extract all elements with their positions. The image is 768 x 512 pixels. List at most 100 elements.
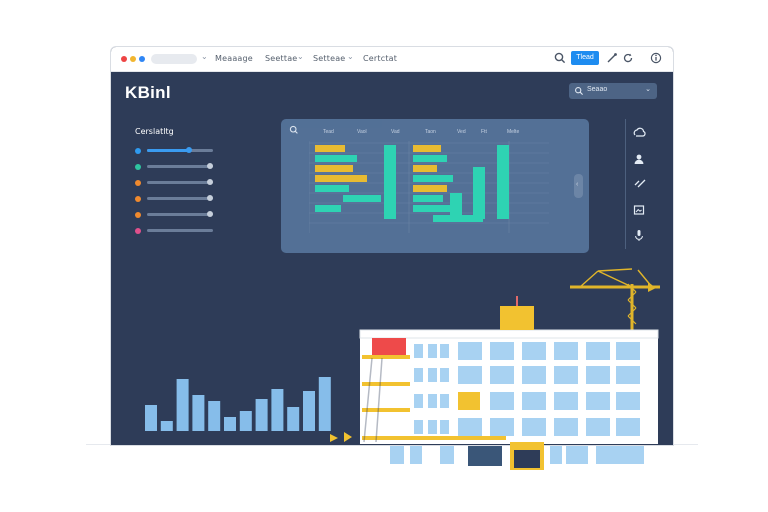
search-input[interactable]: Seaao ⌄ xyxy=(569,83,657,99)
window-pane xyxy=(440,344,449,358)
nav-link-4[interactable]: Certctat xyxy=(363,54,398,63)
nav-link-1[interactable]: Meaaage xyxy=(215,54,253,63)
task-bar[interactable] xyxy=(413,205,461,212)
right-tool-rail xyxy=(633,127,646,241)
pen-icon[interactable] xyxy=(605,51,619,65)
slider-knob[interactable] xyxy=(207,179,213,185)
window-pane xyxy=(554,366,578,384)
window-pane xyxy=(414,420,423,434)
window-pane xyxy=(490,418,514,436)
window-pane xyxy=(522,392,546,410)
browser-toolbar: ⌄ Meaaage Seettae ⌄ Setteae ⌄ Certctat T… xyxy=(111,47,673,72)
skyline-bars xyxy=(145,377,331,431)
window-pane xyxy=(554,392,578,410)
task-bar[interactable] xyxy=(315,145,345,152)
image-icon[interactable] xyxy=(633,205,645,215)
sidebar-item[interactable] xyxy=(135,211,215,219)
window-pane xyxy=(490,342,514,360)
link-icon[interactable] xyxy=(634,179,646,188)
chevron-down-icon[interactable]: ⌄ xyxy=(201,52,208,61)
column-bar[interactable] xyxy=(450,193,462,221)
app-title: KBinl xyxy=(125,83,171,102)
window-pane xyxy=(428,394,437,408)
task-bar[interactable] xyxy=(343,195,381,202)
window-pane xyxy=(440,420,449,434)
skyline-bar xyxy=(318,377,331,431)
slider-knob[interactable] xyxy=(207,195,213,201)
task-bar[interactable] xyxy=(413,195,443,202)
task-bar[interactable] xyxy=(315,175,367,182)
window-pane xyxy=(458,418,482,436)
task-bar[interactable] xyxy=(315,155,357,162)
minimize-window-dot[interactable] xyxy=(130,56,136,62)
column-bar[interactable] xyxy=(497,145,509,219)
office-building xyxy=(330,296,659,470)
slider-track[interactable] xyxy=(147,213,213,216)
column-header: Tead xyxy=(323,129,334,135)
sidebar-item[interactable] xyxy=(135,163,215,171)
slider-knob[interactable] xyxy=(186,147,192,153)
window-pane xyxy=(490,366,514,384)
column-header: Vaol xyxy=(357,129,367,135)
task-bar[interactable] xyxy=(413,175,453,182)
task-bar[interactable] xyxy=(413,155,447,162)
task-bar[interactable] xyxy=(315,205,341,212)
skyline-bar xyxy=(255,399,268,431)
slider-knob[interactable] xyxy=(207,211,213,217)
task-bar[interactable] xyxy=(413,185,447,192)
sidebar-item[interactable] xyxy=(135,195,215,203)
status-dot xyxy=(135,148,141,154)
status-dot xyxy=(135,164,141,170)
window-pane xyxy=(586,418,610,436)
column-header: Melte xyxy=(507,129,520,135)
window-pane xyxy=(616,418,640,436)
info-icon[interactable] xyxy=(649,51,663,65)
search-icon[interactable] xyxy=(289,125,299,135)
search-icon[interactable] xyxy=(553,51,567,65)
status-dot xyxy=(135,196,141,202)
cloud-icon[interactable] xyxy=(633,127,646,137)
window-pane xyxy=(458,342,482,360)
nav-link-2[interactable]: Seettae xyxy=(265,54,298,63)
primary-action-button[interactable]: Tlead xyxy=(571,51,599,65)
column-bar[interactable] xyxy=(384,145,396,219)
skyline-bar xyxy=(192,395,205,431)
microphone-icon[interactable] xyxy=(635,230,643,241)
slider-track[interactable] xyxy=(147,229,213,232)
user-icon[interactable] xyxy=(634,154,644,164)
column-header: Vad xyxy=(391,129,400,135)
status-dot xyxy=(135,212,141,218)
nav-link-3[interactable]: Setteae xyxy=(313,54,346,63)
column-header: Ftt xyxy=(481,129,487,135)
slider-track[interactable] xyxy=(147,181,213,184)
skyline-bar xyxy=(208,401,221,431)
refresh-icon[interactable] xyxy=(621,51,635,65)
skyline-bar xyxy=(271,389,284,431)
slider-track[interactable] xyxy=(147,165,213,168)
rail-divider xyxy=(625,119,626,249)
address-bar[interactable] xyxy=(151,54,197,64)
window-pane xyxy=(428,368,437,382)
skyline-bar xyxy=(303,391,315,431)
task-bar[interactable] xyxy=(315,185,349,192)
window-pane xyxy=(586,342,610,360)
column-bar[interactable] xyxy=(473,167,485,219)
collapse-handle[interactable]: ‹ xyxy=(574,174,583,198)
close-window-dot[interactable] xyxy=(121,56,127,62)
window-pane xyxy=(554,342,578,360)
task-bar[interactable] xyxy=(315,165,353,172)
maximize-window-dot[interactable] xyxy=(139,56,145,62)
chevron-down-icon: ⌄ xyxy=(297,52,304,61)
slider-knob[interactable] xyxy=(207,163,213,169)
window-pane xyxy=(440,368,449,382)
slider-track[interactable] xyxy=(147,197,213,200)
search-icon xyxy=(575,87,583,95)
search-label: Seaao xyxy=(587,86,608,93)
task-bar[interactable] xyxy=(413,165,437,172)
task-bar[interactable] xyxy=(413,145,441,152)
sidebar-title: Cerslatltg xyxy=(135,127,174,136)
window-pane xyxy=(616,366,640,384)
sidebar-item[interactable] xyxy=(135,147,215,155)
sidebar-item[interactable] xyxy=(135,179,215,187)
sidebar-item[interactable] xyxy=(135,227,215,235)
